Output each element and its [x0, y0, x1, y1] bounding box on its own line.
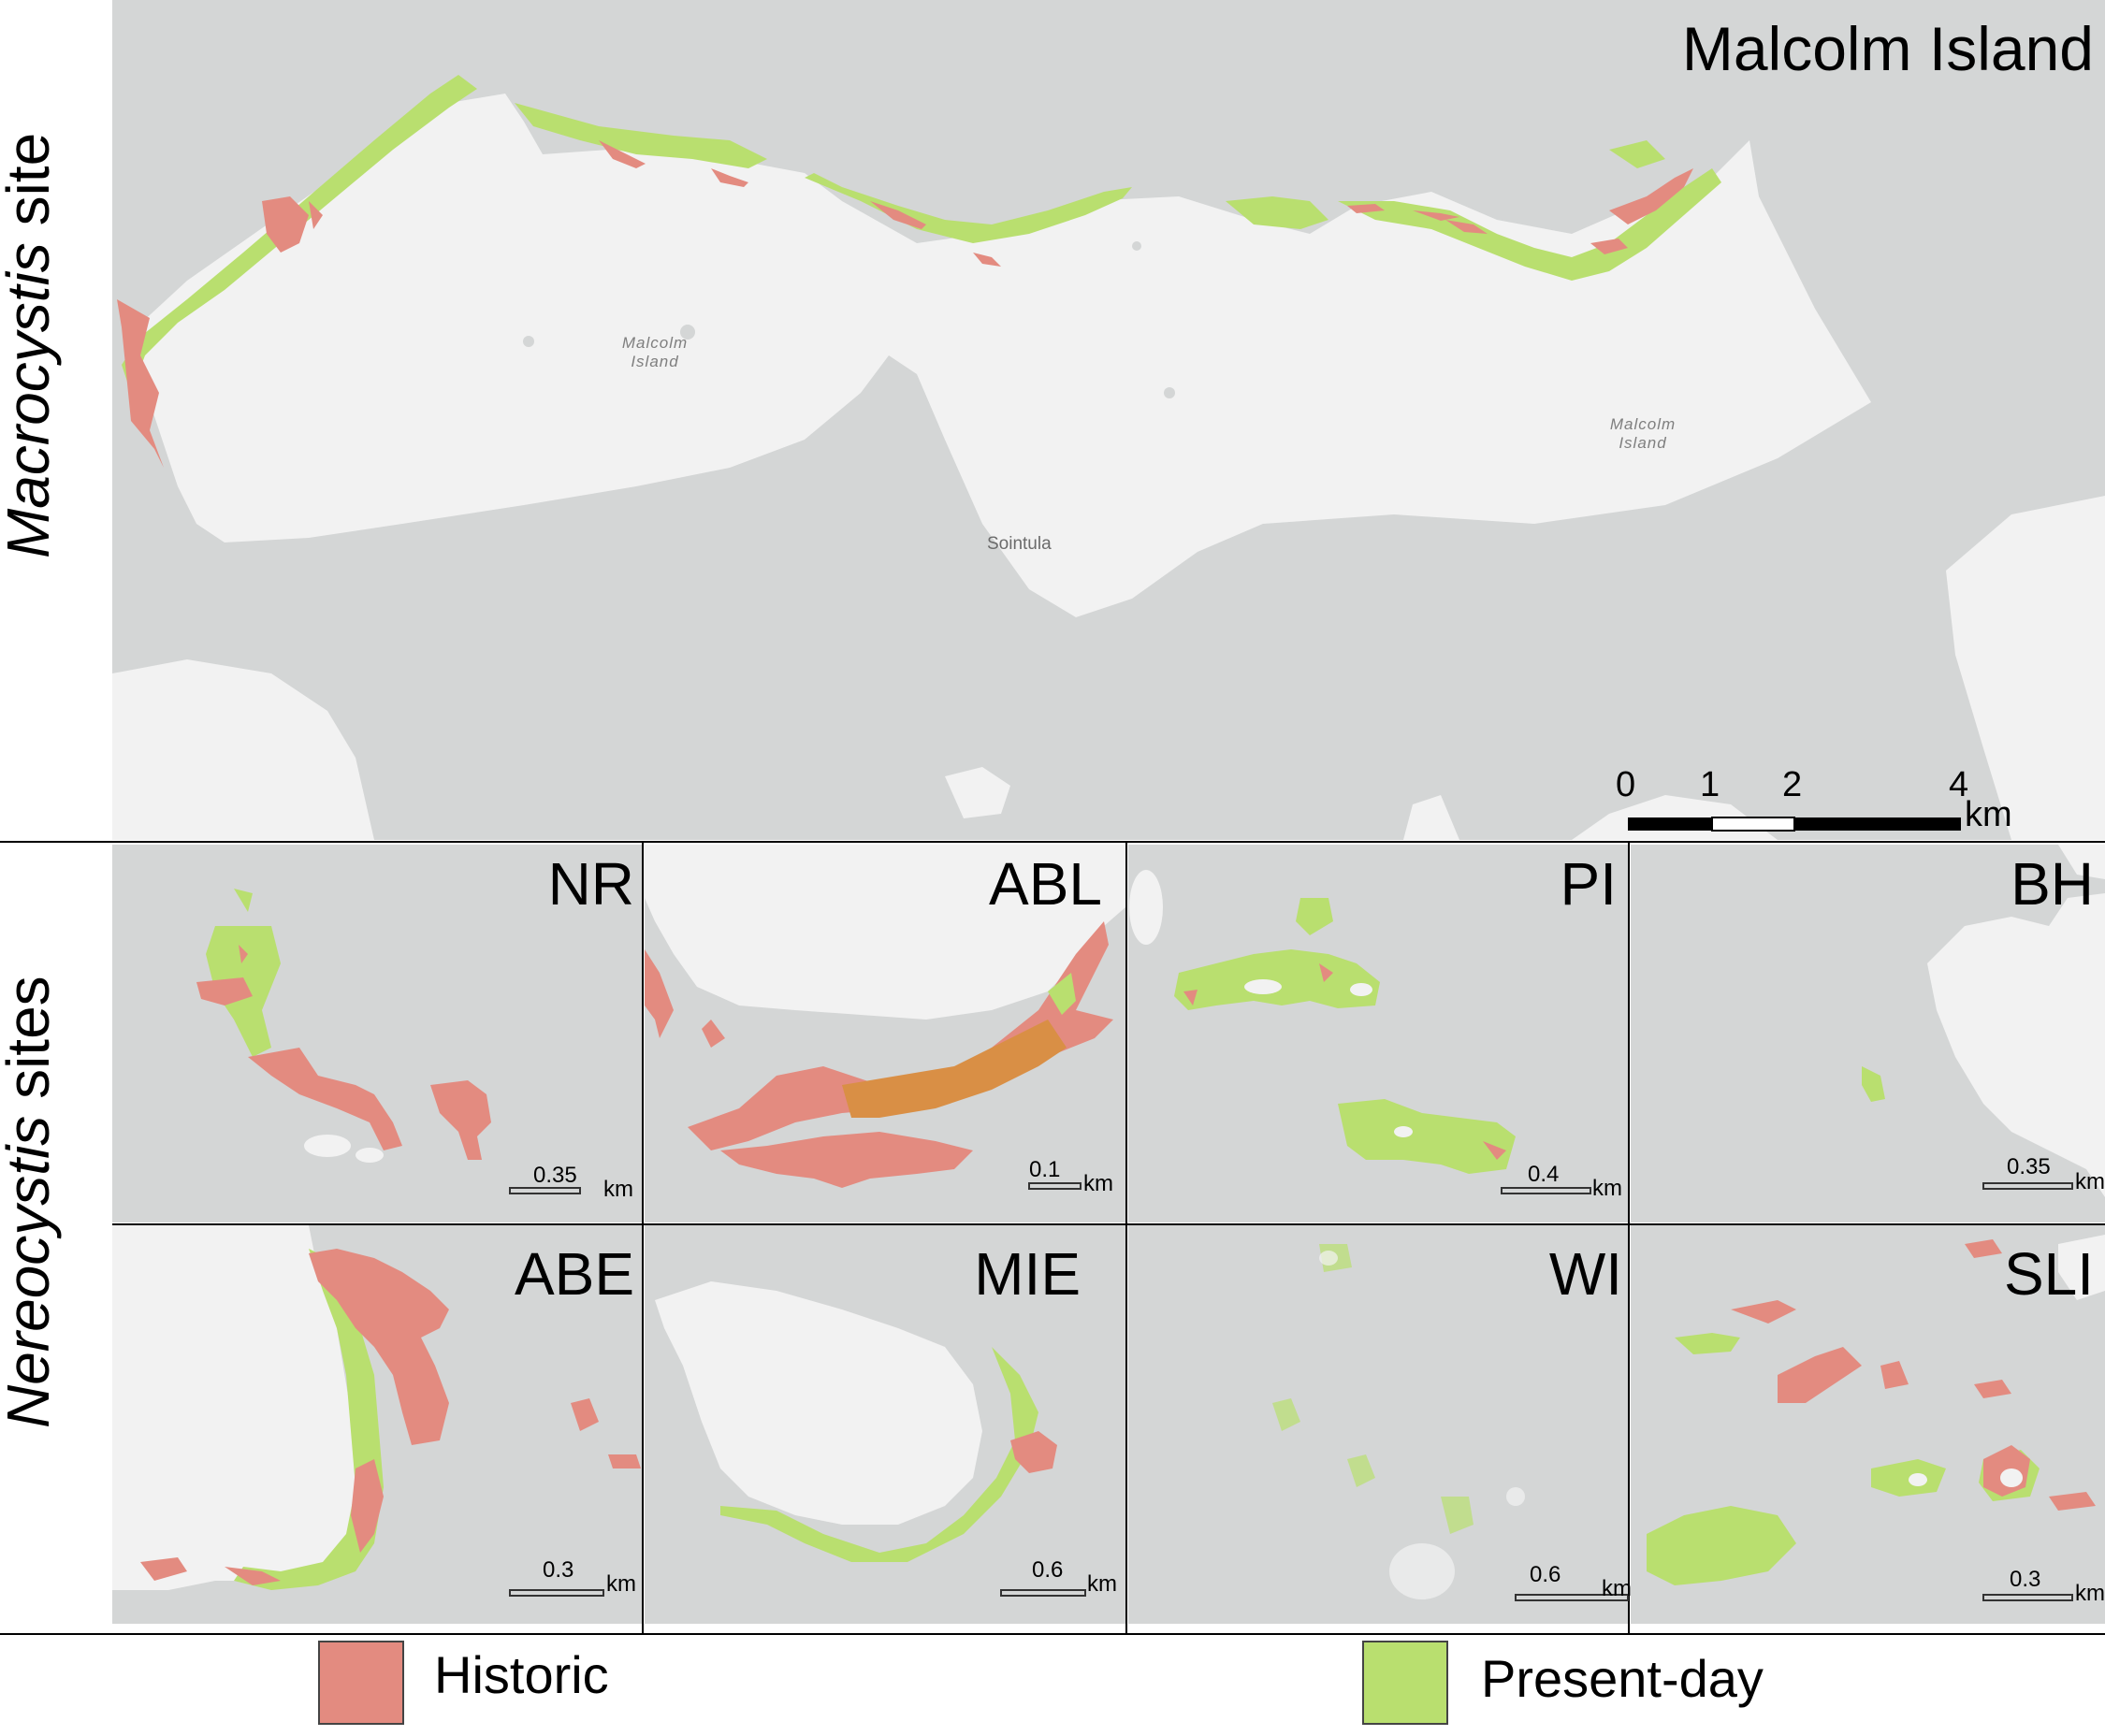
- bh-scale-unit: km: [2075, 1169, 2105, 1194]
- nereo-rest: sites: [0, 976, 62, 1116]
- main-map: [112, 0, 2105, 840]
- abl-scale-unit: km: [1083, 1171, 1113, 1196]
- legend-historic-label: Historic: [434, 1645, 609, 1704]
- pi-scale-unit: km: [1592, 1176, 1622, 1201]
- sli-scale-unit: km: [2075, 1581, 2105, 1606]
- main-scale-bar: [1628, 817, 1961, 832]
- place-malcolm-1a: Malcolm: [621, 334, 689, 352]
- main-present-kelp: [122, 75, 477, 393]
- macro-italic: Macrocystis: [0, 242, 62, 558]
- macrocystis-side-label: Macrocystis site: [0, 133, 63, 558]
- macro-rest: site: [0, 132, 62, 243]
- main-scale-tick-2: 2: [1782, 765, 1803, 804]
- panel-title-pi: PI: [1560, 850, 1617, 918]
- place-label-sointula: Sointula: [987, 534, 1052, 554]
- panel-scale-bars: [509, 1182, 2073, 1601]
- south-shore-land-2: [299, 776, 374, 840]
- mie-scale-value: 0.6: [1032, 1557, 1064, 1583]
- nereo-italic: Nereocystis: [0, 1115, 62, 1428]
- place-label-malcolm-1: Malcolm Island: [608, 334, 702, 371]
- south-shore-land: [112, 659, 374, 840]
- panel-sli-map: [1631, 1225, 2105, 1624]
- place-malcolm-2b: Island: [1619, 434, 1667, 452]
- main-scale-unit: km: [1965, 795, 2012, 834]
- place-malcolm-2a: Malcolm: [1609, 415, 1677, 433]
- wi-scale-value: 0.6: [1530, 1562, 1561, 1587]
- panel-title-sli: SLI: [2003, 1240, 2094, 1308]
- panel-abe-map: [112, 1225, 642, 1624]
- panel-wi-map: [1128, 1225, 1628, 1624]
- panel-nr-map: [112, 845, 642, 1222]
- panel-bh-map: [1631, 845, 2105, 1222]
- panel-title-wi: WI: [1548, 1240, 1622, 1308]
- abl-scale-value: 0.1: [1029, 1157, 1061, 1182]
- panel-title-abl: ABL: [989, 850, 1102, 918]
- main-scale-tick-4: 4: [1949, 765, 1969, 804]
- panel-mie-map: [645, 1225, 1125, 1624]
- panel-abl-map: [645, 845, 1125, 1222]
- south-shore-land-3: [1403, 795, 1459, 840]
- panel-title-nr: NR: [547, 850, 634, 918]
- main-map-title: Malcolm Island: [1681, 14, 2094, 83]
- mie-scale-unit: km: [1087, 1571, 1117, 1597]
- panel-grid-lines: [0, 841, 2105, 1635]
- wi-scale-unit: km: [1602, 1576, 1632, 1601]
- abe-scale-unit: km: [606, 1571, 636, 1597]
- nr-scale-unit: km: [603, 1177, 633, 1202]
- bh-scale-value: 0.35: [2007, 1154, 2051, 1179]
- panel-pi-map: [1128, 845, 1628, 1222]
- islet: [945, 767, 1010, 818]
- legend-present-label: Present-day: [1481, 1649, 1764, 1708]
- place-label-malcolm-2: Malcolm Island: [1596, 415, 1690, 453]
- nr-scale-value: 0.35: [533, 1163, 577, 1188]
- main-historic-kelp: [117, 299, 164, 468]
- panel-title-bh: BH: [2011, 850, 2094, 918]
- legend-present-swatch: [1362, 1641, 1448, 1725]
- panel-title-mie: MIE: [974, 1240, 1081, 1308]
- east-land: [1946, 496, 2105, 840]
- main-scale-tick-0: 0: [1616, 765, 1636, 804]
- main-scale-tick-1: 1: [1700, 765, 1720, 804]
- legend-historic-swatch: [318, 1641, 404, 1725]
- place-malcolm-1b: Island: [631, 353, 679, 370]
- sli-scale-value: 0.3: [2010, 1567, 2041, 1592]
- nereocystis-side-label: Nereocystis sites: [0, 976, 63, 1428]
- abe-scale-value: 0.3: [543, 1557, 574, 1583]
- pi-scale-value: 0.4: [1528, 1162, 1560, 1187]
- panel-title-abe: ABE: [514, 1240, 634, 1308]
